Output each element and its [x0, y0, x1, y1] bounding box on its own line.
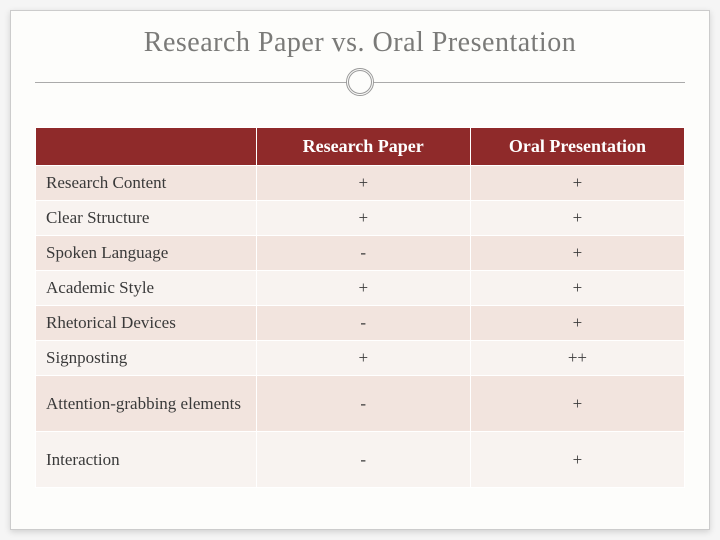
row-cell: +	[256, 166, 470, 201]
row-cell: +	[470, 201, 684, 236]
row-cell: +	[470, 432, 684, 488]
row-label: Clear Structure	[36, 201, 257, 236]
table-header-col2: Oral Presentation	[470, 128, 684, 166]
row-cell: +	[470, 166, 684, 201]
table-header-col1: Research Paper	[256, 128, 470, 166]
row-cell: -	[256, 306, 470, 341]
table-row: Academic Style + +	[36, 271, 685, 306]
table-row: Signposting + ++	[36, 341, 685, 376]
title-ring-icon	[346, 68, 374, 96]
row-cell: +	[470, 236, 684, 271]
row-cell: +	[470, 271, 684, 306]
row-cell: -	[256, 376, 470, 432]
row-label: Signposting	[36, 341, 257, 376]
row-cell: +	[470, 376, 684, 432]
row-cell: +	[470, 306, 684, 341]
row-cell: ++	[470, 341, 684, 376]
row-label: Spoken Language	[36, 236, 257, 271]
slide-title: Research Paper vs. Oral Presentation	[35, 27, 685, 59]
row-cell: +	[256, 271, 470, 306]
row-label: Research Content	[36, 166, 257, 201]
table-header-row: Research Paper Oral Presentation	[36, 128, 685, 166]
comparison-table: Research Paper Oral Presentation Researc…	[35, 127, 685, 488]
row-cell: -	[256, 432, 470, 488]
table-row: Clear Structure + +	[36, 201, 685, 236]
table-row: Research Content + +	[36, 166, 685, 201]
row-cell: -	[256, 236, 470, 271]
table-row: Attention-grabbing elements - +	[36, 376, 685, 432]
table-body: Research Content + + Clear Structure + +…	[36, 166, 685, 488]
row-cell: +	[256, 341, 470, 376]
slide: Research Paper vs. Oral Presentation Res…	[10, 10, 710, 530]
table-row: Spoken Language - +	[36, 236, 685, 271]
row-label: Academic Style	[36, 271, 257, 306]
row-label: Interaction	[36, 432, 257, 488]
title-rule	[35, 65, 685, 99]
row-label: Rhetorical Devices	[36, 306, 257, 341]
title-area: Research Paper vs. Oral Presentation	[35, 27, 685, 99]
row-label: Attention-grabbing elements	[36, 376, 257, 432]
table-row: Interaction - +	[36, 432, 685, 488]
table-header-blank	[36, 128, 257, 166]
row-cell: +	[256, 201, 470, 236]
table-row: Rhetorical Devices - +	[36, 306, 685, 341]
